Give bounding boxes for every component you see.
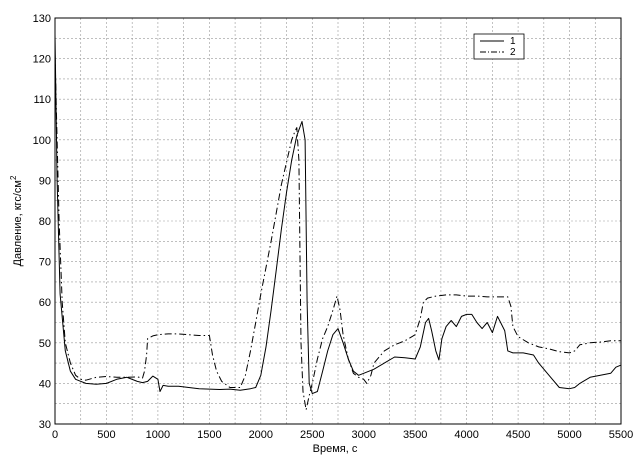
x-tick-label: 3000	[351, 429, 375, 441]
x-tick-label: 500	[97, 429, 115, 441]
x-tick-label: 2500	[300, 429, 324, 441]
y-tick-label: 120	[33, 54, 51, 66]
y-tick-label: 110	[33, 94, 51, 106]
y-tick-label: 60	[39, 297, 51, 309]
x-tick-label: 1500	[197, 429, 221, 441]
x-tick-labels: 0 500 1000 1500 2000 2500 3000 3500 4000 4500 5000…	[52, 429, 633, 441]
y-tick-label: 100	[33, 135, 51, 147]
grid	[54, 17, 622, 425]
x-tick-label: 2000	[249, 429, 273, 441]
x-tick-label: 4500	[506, 429, 530, 441]
series-line-2	[54, 54, 621, 411]
x-tick-label: 5500	[609, 429, 633, 441]
y-axis-label-text: Давление, кгс/см	[12, 180, 24, 266]
x-axis-label: Время, с	[313, 443, 358, 455]
x-tick-label: 5000	[557, 429, 581, 441]
plot-frame	[54, 17, 622, 425]
y-tick-label: 80	[39, 216, 51, 228]
x-tick-label: 0	[52, 429, 58, 441]
y-tick-label: 130	[33, 13, 51, 25]
y-tick-label: 30	[39, 419, 51, 431]
x-tick-label: 4000	[454, 429, 478, 441]
x-tick-label: 3500	[403, 429, 427, 441]
legend-label-series-2: 2	[510, 47, 516, 58]
legend-label-series-1: 1	[510, 36, 516, 47]
y-tick-label: 70	[39, 257, 51, 269]
legend: 1 2	[473, 33, 525, 60]
legend-box	[473, 33, 525, 60]
x-tick-label: 1000	[146, 429, 170, 441]
series-line-1	[54, 34, 622, 395]
y-axis-label: Давление, кгс/см2	[9, 175, 24, 266]
y-tick-labels: 30 40 50 60 70 80 90 100 110 120 130	[33, 13, 51, 431]
y-tick-label: 50	[39, 338, 51, 350]
y-tick-label: 40	[39, 378, 51, 390]
series-layer	[54, 34, 622, 411]
y-tick-label: 90	[39, 175, 51, 187]
y-axis-label-superscript: 2	[9, 175, 18, 180]
